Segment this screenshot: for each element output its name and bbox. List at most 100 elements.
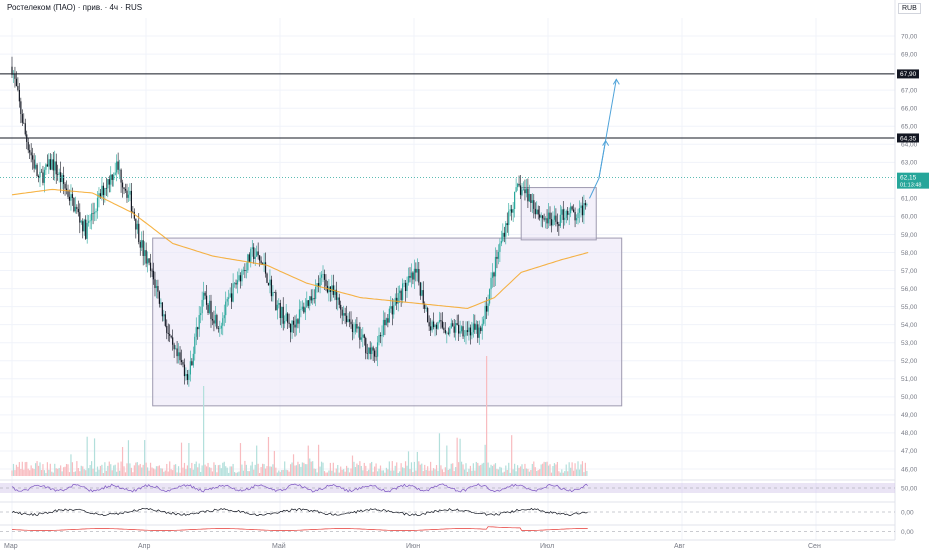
volume-bar xyxy=(228,472,230,476)
volume-bar xyxy=(54,463,56,476)
candle-body xyxy=(291,320,293,333)
candle-body xyxy=(471,332,473,336)
volume-bar xyxy=(403,468,405,476)
candle-body xyxy=(279,302,281,319)
candle-body xyxy=(179,352,181,361)
volume-bar xyxy=(406,465,408,476)
volume-bar xyxy=(279,472,281,476)
projection-path-2 xyxy=(598,79,617,179)
candle-body xyxy=(393,305,395,315)
candle-body xyxy=(256,251,258,257)
volume-bar xyxy=(175,464,177,476)
candle-body xyxy=(458,324,460,334)
volume-bar xyxy=(536,470,538,476)
volume-bar xyxy=(463,469,466,476)
volume-bar xyxy=(394,465,396,476)
volume-bar xyxy=(558,471,560,476)
volume-bar xyxy=(542,463,544,476)
candle-body xyxy=(15,78,18,86)
volume-bar xyxy=(300,466,302,476)
candle-body xyxy=(465,330,467,336)
candle-body xyxy=(217,328,219,329)
currency-button[interactable]: RUB xyxy=(898,3,921,14)
candle-body xyxy=(36,164,38,177)
volume-bar xyxy=(424,464,426,476)
candle-body xyxy=(138,223,140,243)
volume-bar xyxy=(270,466,273,476)
y-tick-label: 54,00 xyxy=(901,322,918,329)
candle-body xyxy=(537,209,539,215)
last-price-tag xyxy=(897,172,929,189)
volume-bar xyxy=(39,462,41,476)
pane-tick-label: 0,00 xyxy=(901,529,914,536)
volume-bar xyxy=(60,465,62,476)
candle-body xyxy=(568,213,570,215)
candle-body xyxy=(163,314,165,317)
volume-bar xyxy=(419,464,421,476)
candle-body xyxy=(110,174,112,185)
candle-body xyxy=(446,332,448,334)
candle-body xyxy=(266,273,268,283)
candle-body xyxy=(527,188,529,202)
y-tick-label: 67,00 xyxy=(901,87,918,94)
candle-body xyxy=(427,308,429,323)
volume-bar xyxy=(17,466,19,476)
volume-bar xyxy=(575,469,578,476)
candle-body xyxy=(73,198,75,212)
candle-body xyxy=(413,268,416,280)
volume-bar xyxy=(90,461,93,476)
volume-bar xyxy=(537,470,539,476)
candle-body xyxy=(244,270,246,272)
volume-bar xyxy=(197,467,199,476)
candle-body xyxy=(191,361,193,366)
candle-body xyxy=(505,223,507,237)
candle-body xyxy=(515,187,517,192)
volume-bar xyxy=(127,440,130,476)
volume-bar xyxy=(462,464,464,476)
moving-average-line xyxy=(11,188,589,309)
candle-body xyxy=(11,66,13,75)
candle-body xyxy=(228,297,230,299)
candle-body xyxy=(443,327,445,331)
volume-bar xyxy=(481,463,483,476)
candle-body xyxy=(23,122,25,124)
candle-body xyxy=(331,285,333,292)
candle-body xyxy=(194,336,196,354)
volume-bar xyxy=(415,470,417,476)
volume-bar xyxy=(99,465,102,476)
volume-bar xyxy=(12,463,15,476)
volume-bar xyxy=(561,469,563,476)
volume-bar xyxy=(298,464,301,476)
candle-body xyxy=(402,283,404,301)
candle-body xyxy=(571,206,573,210)
candle-body xyxy=(412,272,414,280)
candle-body xyxy=(552,219,554,226)
volume-bar xyxy=(450,463,452,476)
candle-body xyxy=(335,289,337,300)
candle-body xyxy=(518,183,520,186)
candle-body xyxy=(357,326,359,329)
volume-bar xyxy=(223,461,225,476)
candle-body xyxy=(472,323,474,333)
volume-bar xyxy=(452,463,454,476)
candle-body xyxy=(136,223,138,230)
candle-body xyxy=(107,179,109,189)
pane-tick-label: 50,00 xyxy=(901,485,918,492)
candle-body xyxy=(385,318,387,326)
candle-body xyxy=(241,270,243,282)
candle-body xyxy=(303,306,305,313)
candle-body xyxy=(430,326,432,331)
volume-bar xyxy=(572,470,575,476)
candle-body xyxy=(306,300,308,308)
volume-bar xyxy=(348,472,351,476)
volume-bar xyxy=(337,465,339,476)
volume-bar xyxy=(170,469,172,476)
volume-bar xyxy=(254,464,256,476)
candle-body xyxy=(126,190,128,198)
candle-body xyxy=(37,176,40,178)
volume-bar xyxy=(93,438,96,476)
volume-bar xyxy=(357,465,359,476)
candle-body xyxy=(547,212,550,224)
volume-bar xyxy=(399,471,401,476)
